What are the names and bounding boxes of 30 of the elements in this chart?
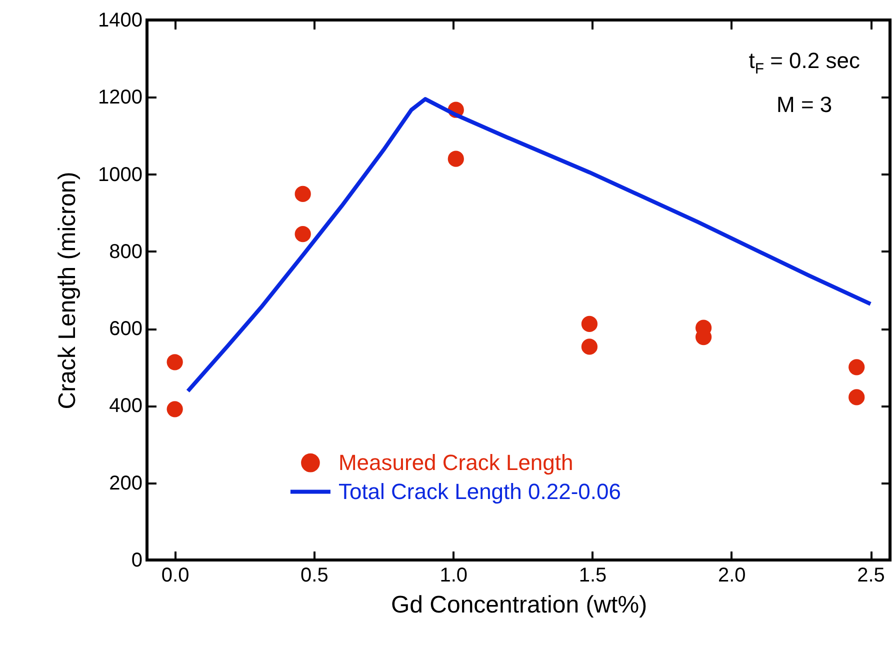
x-axis-title: Gd Concentration (wt%) bbox=[390, 592, 648, 618]
point bbox=[294, 186, 311, 202]
y-tick-label: 200 bbox=[109, 472, 142, 494]
annotation: t$_{F}$ = 0.2 sec bbox=[748, 47, 860, 80]
y-tick-label: 1400 bbox=[98, 10, 142, 32]
point bbox=[581, 338, 598, 355]
point bbox=[166, 354, 183, 370]
point bbox=[448, 150, 464, 167]
point bbox=[294, 226, 311, 242]
y-axis-title: Crack Length (micron) bbox=[54, 172, 82, 410]
point bbox=[848, 359, 865, 376]
point bbox=[848, 389, 865, 406]
y-tick-label: 600 bbox=[109, 318, 142, 340]
y-tick-label: 1200 bbox=[98, 86, 142, 109]
point bbox=[581, 316, 598, 332]
point bbox=[166, 401, 183, 418]
x-tick-label: 2.0 bbox=[718, 564, 746, 586]
y-tick-label: 0 bbox=[131, 550, 142, 572]
x-tick-label: 1.5 bbox=[578, 564, 607, 586]
x-tick-label: 2.5 bbox=[857, 564, 885, 586]
x-tick-label: 0.0 bbox=[161, 564, 190, 586]
annotation: M = 3 bbox=[776, 90, 834, 119]
line-series bbox=[186, 97, 873, 394]
legend-label: Total Crack Length 0.22-0.06 bbox=[338, 478, 621, 504]
legend-label: Measured Crack Length bbox=[338, 450, 574, 475]
y-tick-label: 400 bbox=[109, 395, 142, 418]
x-tick-label: 1.0 bbox=[440, 564, 468, 586]
y-tick-label: 800 bbox=[109, 240, 142, 263]
y-tick-label: 1000 bbox=[98, 164, 142, 186]
x-tick-label: 0.5 bbox=[300, 564, 328, 586]
